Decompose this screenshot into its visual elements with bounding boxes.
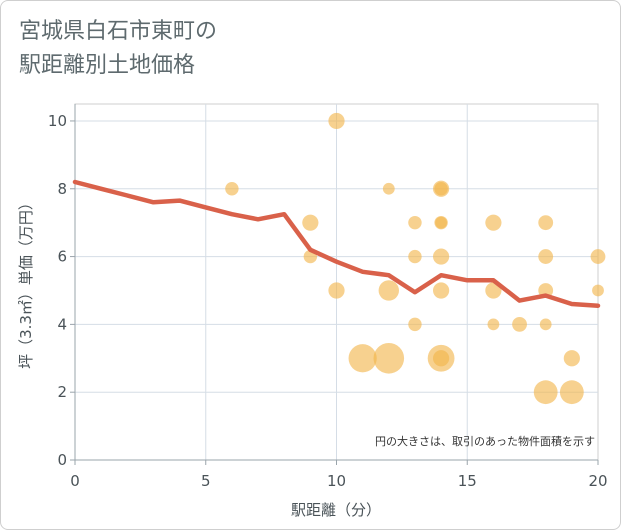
- data-bubble: [433, 350, 450, 367]
- y-tick-label: 10: [48, 112, 67, 130]
- data-bubble: [302, 214, 319, 231]
- x-tick-label: 0: [70, 472, 80, 490]
- trend-line-series: [72, 179, 601, 308]
- data-bubble: [538, 249, 554, 264]
- chart-title: 宮城県白石市東町の 駅距離別土地価格: [19, 19, 218, 78]
- data-bubble: [328, 282, 345, 299]
- data-bubble: [373, 342, 405, 374]
- chart-annotation: 円の大きさは、取引のあった物件面積を示す: [375, 434, 595, 448]
- bubble-series: [225, 112, 606, 405]
- data-bubble: [408, 249, 422, 264]
- y-tick-label: 0: [57, 451, 67, 469]
- axes: 0 5 10 15 20 0 2 4 6 8 10: [48, 104, 608, 490]
- y-tick-label: 2: [57, 383, 67, 401]
- data-bubble: [590, 249, 606, 264]
- data-bubble: [435, 216, 447, 229]
- data-bubble: [533, 380, 558, 405]
- x-tick-label: 5: [201, 472, 211, 490]
- x-axis-title: 駅距離（分）: [291, 501, 381, 519]
- data-bubble: [433, 248, 450, 265]
- data-bubble: [378, 280, 399, 301]
- data-bubble: [485, 282, 502, 299]
- data-bubble: [328, 112, 345, 130]
- data-bubble: [348, 344, 377, 373]
- y-tick-label: 6: [57, 248, 67, 266]
- trend-line: [72, 179, 601, 308]
- data-bubble: [433, 282, 450, 299]
- data-bubble: [408, 317, 422, 332]
- data-bubble: [538, 215, 554, 231]
- x-tick-label: 15: [458, 472, 477, 490]
- data-bubble: [225, 182, 239, 196]
- data-bubble: [559, 380, 584, 405]
- y-tick-label: 8: [57, 180, 67, 198]
- data-bubble: [512, 316, 527, 332]
- x-tick-label: 10: [327, 472, 346, 490]
- data-bubble: [592, 284, 604, 297]
- data-bubble: [485, 214, 502, 231]
- data-bubble: [382, 182, 395, 195]
- data-bubble: [539, 318, 552, 331]
- y-tick-label: 4: [57, 315, 67, 333]
- data-bubble: [408, 215, 422, 230]
- y-axis-title: 坪（3.3㎡）単価（万円）: [17, 195, 35, 369]
- data-bubble: [487, 318, 500, 331]
- x-tick-label: 20: [588, 472, 607, 490]
- data-bubble: [434, 182, 448, 196]
- data-bubble: [563, 350, 580, 367]
